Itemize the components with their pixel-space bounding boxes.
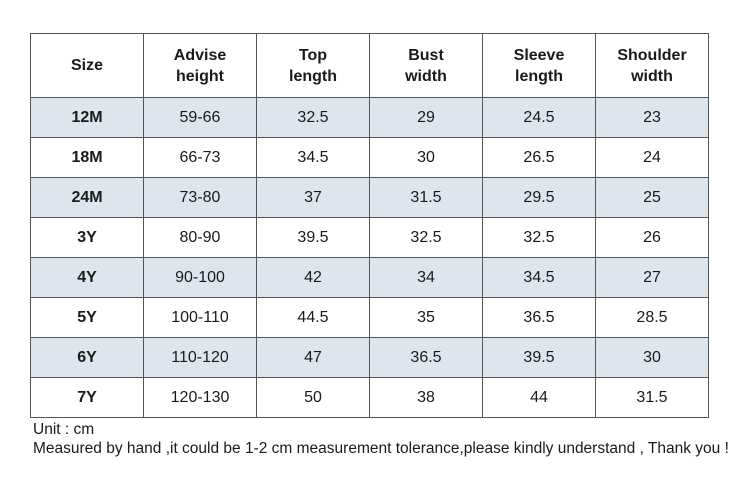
table-row: 12M 59-66 32.5 29 24.5 23 [30,97,709,138]
advise-height-cell: 110-120 [143,337,257,378]
header-shoulder-width: Shoulder width [595,33,709,98]
table-row: 7Y 120-130 50 38 44 31.5 [30,377,709,418]
header-row: Size Advise height Top length Bust width Sl… [30,33,709,98]
shoulder-width-cell: 25 [595,177,709,218]
table-row: 5Y 100-110 44.5 35 36.5 28.5 [30,297,709,338]
shoulder-width-cell: 28.5 [595,297,709,338]
shoulder-width-cell: 26 [595,217,709,258]
advise-height-cell: 100-110 [143,297,257,338]
advise-height-cell: 59-66 [143,97,257,138]
top-length-cell: 32.5 [256,97,370,138]
size-cell: 18M [30,137,144,178]
unit-note: Unit : cm [33,421,95,438]
bust-width-cell: 38 [369,377,483,418]
shoulder-width-cell: 24 [595,137,709,178]
size-cell: 24M [30,177,144,218]
header-bust-width: Bust width [369,33,483,98]
header-advise-height: Advise height [143,33,257,98]
table-row: 4Y 90-100 42 34 34.5 27 [30,257,709,298]
sleeve-length-cell: 34.5 [482,257,596,298]
advise-height-cell: 120-130 [143,377,257,418]
bust-width-cell: 36.5 [369,337,483,378]
sleeve-length-cell: 36.5 [482,297,596,338]
sleeve-length-cell: 29.5 [482,177,596,218]
bust-width-cell: 34 [369,257,483,298]
bust-width-cell: 31.5 [369,177,483,218]
top-length-cell: 50 [256,377,370,418]
size-cell: 3Y [30,217,144,258]
sleeve-length-cell: 24.5 [482,97,596,138]
table-row: 18M 66-73 34.5 30 26.5 24 [30,137,709,178]
sleeve-length-cell: 26.5 [482,137,596,178]
top-length-cell: 47 [256,337,370,378]
shoulder-width-cell: 31.5 [595,377,709,418]
advise-height-cell: 73-80 [143,177,257,218]
size-cell: 7Y [30,377,144,418]
size-chart-table: Size Advise height Top length Bust width Sl… [30,33,709,418]
advise-height-cell: 80-90 [143,217,257,258]
sleeve-length-cell: 44 [482,377,596,418]
size-cell: 6Y [30,337,144,378]
top-length-cell: 34.5 [256,137,370,178]
advise-height-cell: 90-100 [143,257,257,298]
top-length-cell: 39.5 [256,217,370,258]
header-sleeve-length: Sleeve length [482,33,596,98]
top-length-cell: 37 [256,177,370,218]
advise-height-cell: 66-73 [143,137,257,178]
top-length-cell: 44.5 [256,297,370,338]
sleeve-length-cell: 32.5 [482,217,596,258]
table-row: 6Y 110-120 47 36.5 39.5 30 [30,337,709,378]
size-cell: 12M [30,97,144,138]
shoulder-width-cell: 27 [595,257,709,298]
bust-width-cell: 30 [369,137,483,178]
table-row: 3Y 80-90 39.5 32.5 32.5 26 [30,217,709,258]
bust-width-cell: 29 [369,97,483,138]
shoulder-width-cell: 23 [595,97,709,138]
sleeve-length-cell: 39.5 [482,337,596,378]
size-cell: 5Y [30,297,144,338]
bust-width-cell: 35 [369,297,483,338]
header-top-length: Top length [256,33,370,98]
header-size: Size [30,33,144,98]
bust-width-cell: 32.5 [369,217,483,258]
size-cell: 4Y [30,257,144,298]
top-length-cell: 42 [256,257,370,298]
measurement-disclaimer: Measured by hand ,it could be 1-2 cm mea… [33,440,729,457]
table-row: 24M 73-80 37 31.5 29.5 25 [30,177,709,218]
shoulder-width-cell: 30 [595,337,709,378]
